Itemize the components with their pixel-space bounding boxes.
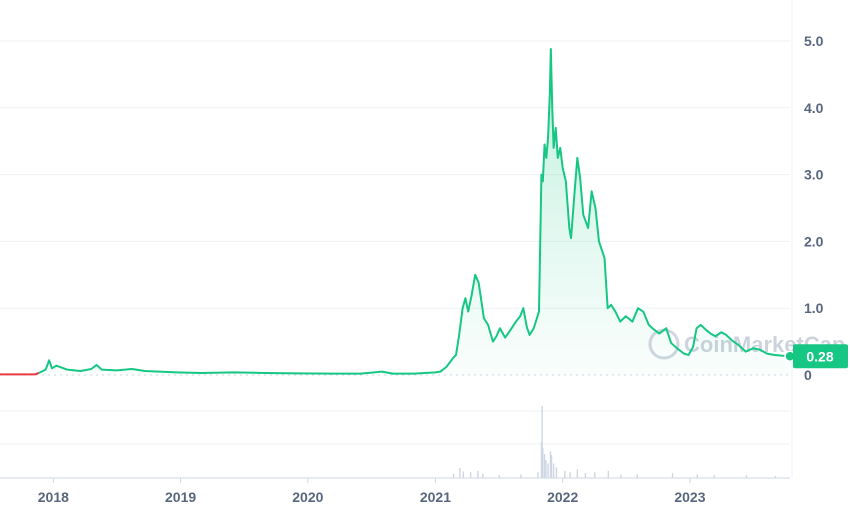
volume-bar bbox=[584, 472, 587, 478]
volume-bar bbox=[620, 474, 622, 478]
x-tick-label: 2020 bbox=[292, 489, 323, 505]
volume-bar bbox=[745, 475, 748, 478]
volume-bar bbox=[636, 474, 639, 478]
volume-bar bbox=[552, 463, 555, 478]
volume-bar bbox=[774, 475, 777, 478]
price-area bbox=[0, 49, 790, 376]
volume-bar bbox=[459, 467, 461, 478]
area-fill bbox=[0, 49, 790, 376]
x-tick-label: 2021 bbox=[420, 489, 451, 505]
volume-bar bbox=[498, 475, 500, 478]
volume-bar bbox=[549, 451, 552, 478]
volume-bar bbox=[671, 472, 674, 478]
y-tick-label: 4.0 bbox=[804, 100, 824, 116]
x-tick-label: 2019 bbox=[165, 489, 196, 505]
volume-bar bbox=[576, 469, 579, 478]
y-tick-label: 1.0 bbox=[804, 300, 824, 316]
current-price-badge bbox=[793, 344, 848, 369]
volume-bar bbox=[537, 472, 539, 478]
volume-bar bbox=[696, 474, 698, 478]
volume-bar bbox=[520, 474, 522, 478]
current-price-label: 0.28 bbox=[806, 348, 833, 364]
volume-bar bbox=[477, 470, 479, 478]
current-price-marker: 0.28 bbox=[784, 344, 848, 369]
volume-bar bbox=[452, 473, 455, 478]
price-line bbox=[0, 48, 791, 376]
volume-bar bbox=[482, 473, 484, 478]
volume-bar bbox=[594, 472, 596, 478]
volume-bar bbox=[543, 454, 546, 478]
y-tick-label: 3.0 bbox=[804, 167, 824, 183]
volume-bar bbox=[564, 470, 566, 478]
x-tick-label: 2018 bbox=[38, 489, 69, 505]
volume-bar bbox=[569, 472, 571, 478]
price-line-up bbox=[38, 48, 791, 375]
volume-bar bbox=[469, 472, 472, 478]
volume-bar bbox=[462, 471, 465, 478]
volume-bar bbox=[607, 470, 610, 478]
x-axis: 2018 2019 2020 2021 2022 2023 bbox=[38, 478, 706, 505]
y-tick-label: 0 bbox=[804, 367, 812, 383]
y-tick-label: 5.0 bbox=[804, 33, 824, 49]
volume-bar bbox=[555, 467, 558, 478]
y-tick-label: 2.0 bbox=[804, 233, 824, 249]
grid-lines bbox=[0, 0, 793, 479]
volume-bar bbox=[542, 447, 544, 478]
volume-bar bbox=[550, 454, 553, 478]
y-axis: 0 1.0 2.0 3.0 4.0 5.0 bbox=[804, 33, 824, 383]
volume-bars bbox=[452, 406, 777, 478]
price-line-down bbox=[0, 372, 40, 376]
x-tick-label: 2022 bbox=[547, 489, 578, 505]
x-tick-label: 2023 bbox=[674, 489, 705, 505]
volume-bar bbox=[541, 406, 543, 478]
volume-bar bbox=[547, 463, 549, 478]
volume-bar bbox=[713, 475, 716, 478]
volume-bar bbox=[545, 460, 547, 478]
